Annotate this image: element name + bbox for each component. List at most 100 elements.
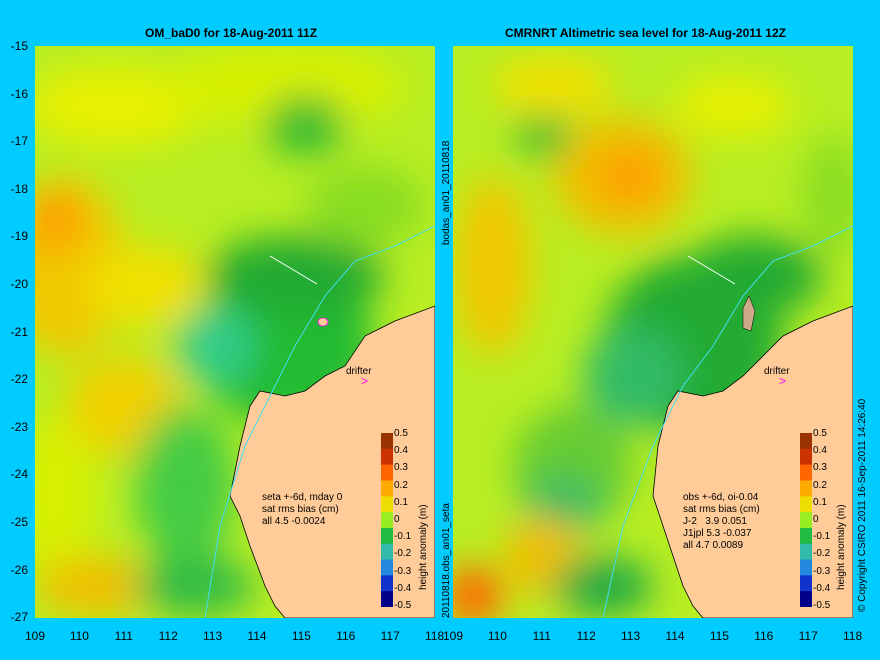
colorbar-swatch [381,480,393,497]
x-tick-label: 112 [158,629,178,643]
colorbar-swatch [800,543,812,561]
y-tick-label: -17 [10,134,28,149]
stats-line: J-2 3.9 0.051 [683,516,747,527]
left-panel-title: OM_baD0 for 18-Aug-2011 11Z [145,26,318,40]
x-tick-label: 115 [709,629,729,643]
y-tick-label: -27 [10,610,28,625]
colorbar-tick-label: -0.5 [813,600,831,611]
colorbar-tick-label: 0.1 [813,496,827,508]
x-tick-label: 111 [114,629,133,643]
left-colorbar-title: height anomaly (m) [418,504,429,590]
colorbar-swatch [800,480,812,497]
y-tick-label: -25 [10,515,28,529]
x-tick-label: 113 [203,629,223,643]
y-tick-label: -23 [10,419,28,434]
colorbar-tick-label: 0.3 [813,462,827,474]
left-map-panel [35,46,435,618]
colorbar-tick-label: -0.2 [813,548,831,560]
colorbar-tick-label: -0.3 [813,565,831,577]
transect-line [687,255,736,285]
colorbar-swatch [381,527,393,545]
colorbar-swatch [381,496,393,513]
colorbar-tick-label: 0.3 [394,462,408,474]
right-stats-note: obs +-6d, oi-0.04 sat rms bias (cm) J-2 3.… [683,492,760,552]
x-tick-label: 110 [487,629,507,643]
colorbar-swatch [381,448,393,466]
y-tick-label: -15 [10,39,28,53]
colorbar-tick-label: 0.4 [394,445,408,457]
colorbar-swatch [800,591,812,607]
credit-label: © Copyright CSIRO 2011 16-Sep-2011 14:26… [857,398,868,612]
colorbar-swatch [800,433,812,450]
colorbar-swatch [800,464,812,481]
colorbar-swatch [381,559,393,576]
colorbar-tick-label: 0 [394,514,400,525]
x-tick-label: 111 [532,629,551,643]
bathymetry-contour [602,225,853,618]
colorbar-tick-label: 0.4 [813,445,827,457]
colorbar-swatch [381,464,393,481]
colorbar-tick-label: -0.1 [813,531,831,543]
colorbar-tick-label: 0.5 [813,428,827,439]
stats-line: J1jpl 5.3 -0.037 [683,528,752,539]
right-panel-title: CMRNRT Altimetric sea level for 18-Aug-2… [505,26,786,40]
colorbar-tick-label: -0.4 [813,582,831,594]
colorbar-swatch [800,527,812,545]
right-map-panel [453,46,853,618]
side-label-bottom: 20110818.obs_an01_seta [441,503,452,618]
colorbar-tick-label: -0.4 [394,582,412,594]
stats-line: sat rms bias (cm) [683,504,760,515]
colorbar-swatch [381,591,393,607]
colorbar-tick-label: -0.1 [394,531,412,543]
right-drifter-label: drifter [764,366,790,377]
y-tick-label: -24 [10,467,28,482]
colorbar-swatch [381,543,393,561]
colorbar-tick-label: 0.2 [813,479,827,491]
x-tick-label: 109 [24,629,46,643]
colorbar-swatch [381,433,393,450]
bathymetry-contour [204,225,435,618]
y-tick-label: -20 [10,277,28,291]
colorbar-swatch [381,575,393,592]
side-label-top: bodas_an01_20110818 [441,140,452,245]
anomaly-field [453,56,853,618]
x-tick-label: 116 [336,629,356,643]
colorbar-swatch [800,559,812,576]
colorbar-tick-label: -0.2 [394,548,412,560]
right-colorbar [800,433,812,607]
x-tick-label: 109 [442,629,464,643]
colorbar-tick-label: -0.3 [394,565,412,577]
colorbar-tick-label: 0.5 [394,428,408,439]
colorbar-swatch [800,575,812,592]
x-tick-label: 112 [576,629,596,643]
colorbar-tick-label: 0 [813,514,819,525]
y-tick-label: -16 [10,86,28,101]
colorbar-tick-label: 0.2 [394,479,408,491]
x-tick-label: 117 [380,629,400,643]
x-tick-label: 117 [798,629,818,643]
stats-line: sat rms bias (cm) [262,504,339,515]
colorbar-swatch [800,512,812,529]
left-colorbar [381,433,393,607]
colorbar-swatch [800,496,812,513]
left-drifter-label: drifter [346,366,372,377]
y-tick-label: -21 [10,324,28,339]
right-drifter-marker: > [779,374,787,388]
right-colorbar-title: height anomaly (m) [836,504,847,590]
stats-line: all 4.7 0.0089 [683,540,744,551]
colorbar-tick-label: 0.1 [394,496,408,508]
colorbar-tick-label: -0.5 [394,600,412,611]
stats-line: obs +-6d, oi-0.04 [683,492,759,503]
left-drifter-marker: > [361,374,369,388]
transect-line [269,255,318,285]
y-tick-label: -18 [10,181,28,196]
x-tick-label: 115 [291,629,311,643]
x-tick-label: 118 [843,629,863,643]
colorbar-swatch [381,512,393,529]
x-tick-label: 114 [247,629,267,643]
x-tick-label: 113 [621,629,641,643]
stats-line: seta +-6d, mday 0 [262,492,343,503]
y-tick-label: -19 [10,229,28,244]
y-tick-label: -22 [10,372,28,387]
left-stats-note: seta +-6d, mday 0 sat rms bias (cm) all 4.… [262,492,342,528]
